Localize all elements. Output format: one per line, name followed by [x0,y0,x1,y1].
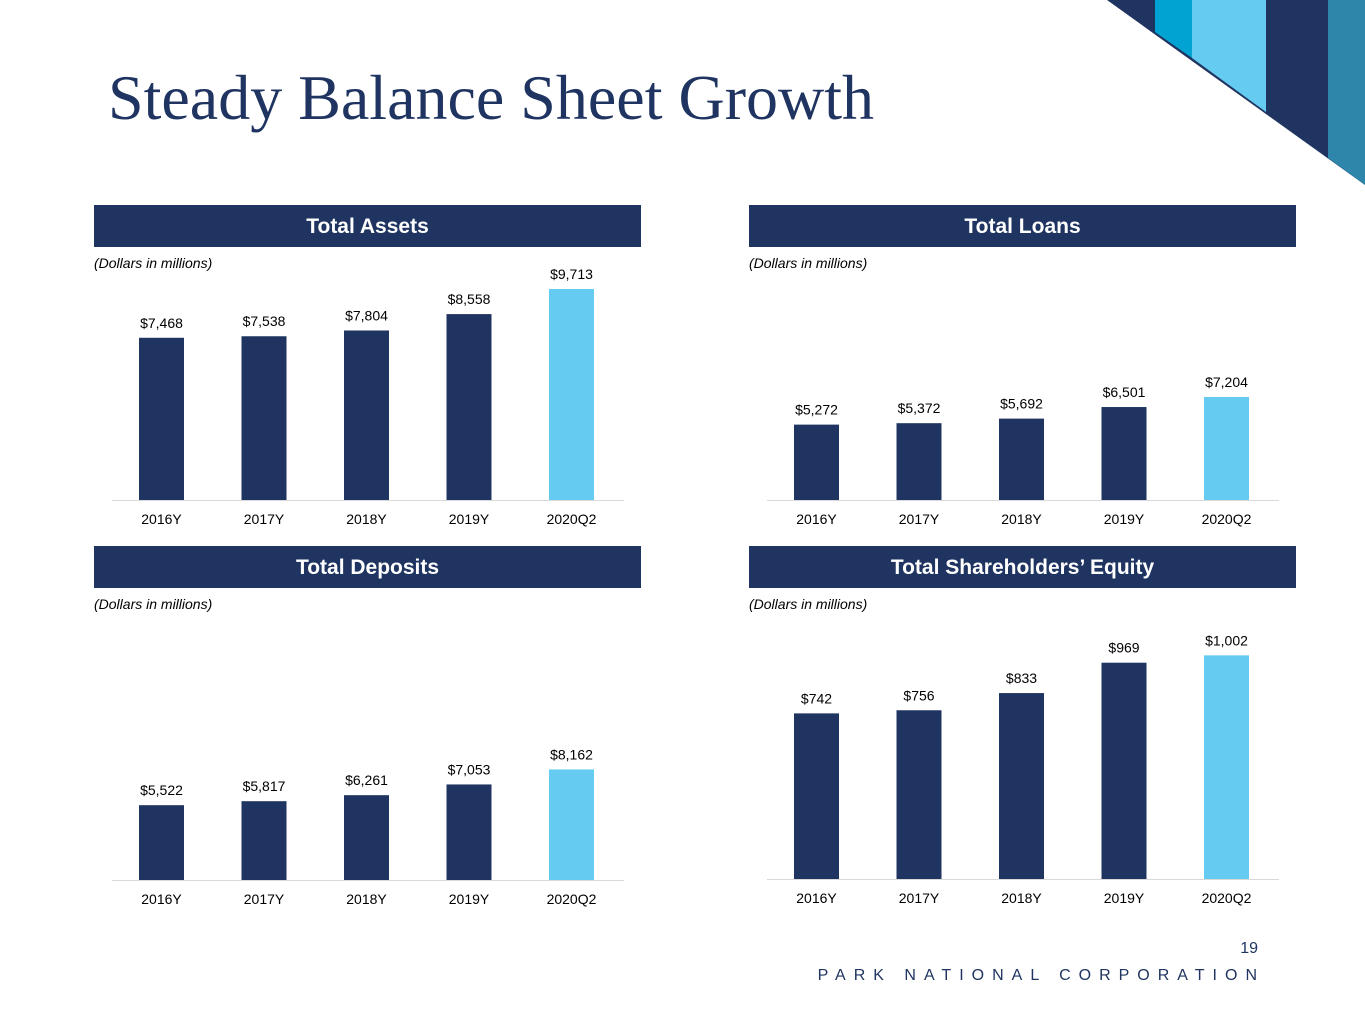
tick-label: 2018Y [346,891,387,907]
company-name: PARK NATIONAL CORPORATION [817,967,1265,984]
data-label: $742 [801,690,832,706]
bar-2019y [446,784,492,880]
data-label: $9,713 [550,266,593,282]
tick-label: 2016Y [796,890,837,906]
data-label: $7,204 [1205,374,1248,390]
tick-label: 2017Y [899,890,940,906]
page-title: Steady Balance Sheet Growth [108,62,874,133]
data-label: $6,501 [1103,384,1146,400]
bar-2016y [794,713,839,879]
data-label: $5,522 [140,782,183,798]
data-label: $8,558 [448,291,491,307]
data-label: $5,692 [1000,396,1043,412]
bar-2018y [344,795,389,880]
bar-2020q2 [549,289,594,500]
bar-2019y [1101,662,1147,879]
corner-stripe-cyan [1155,0,1192,58]
data-label: $7,053 [448,761,491,777]
data-label: $5,372 [898,400,941,416]
bar-2017y [896,710,942,879]
tick-label: 2018Y [1001,890,1042,906]
bar-2020q2 [549,769,594,880]
panel-subtitle: (Dollars in millions) [94,255,213,271]
data-label: $7,538 [243,313,286,329]
corner-stripe-teal [1328,0,1365,185]
corner-stripe-navy [1107,0,1365,185]
total-assets-chart: $7,468 2016Y $7,538 2017Y $7,804 2018Y $8,558 2… [112,266,624,527]
panel-subtitle: (Dollars in millions) [94,596,213,612]
bar-2017y [896,423,942,500]
bar-2016y [794,424,839,500]
bar-2018y [999,418,1044,500]
total-loans-chart: $5,272 2016Y $5,372 2017Y $5,692 2018Y $6,501 2… [767,374,1279,527]
tick-label: 2017Y [899,511,940,527]
tick-label: 2019Y [1104,511,1145,527]
bar-2016y [139,337,184,500]
tick-label: 2016Y [796,511,837,527]
bar-2017y [241,801,287,880]
data-label: $969 [1108,640,1139,656]
data-label: $7,804 [345,307,388,323]
corner-stripes-decoration [1107,0,1365,185]
tick-label: 2018Y [346,511,387,527]
panel-header: Total Deposits [94,546,641,588]
tick-label: 2017Y [244,511,285,527]
data-label: $833 [1006,670,1037,686]
panel-total-deposits: Total Deposits (Dollars in millions) $5,… [94,546,641,916]
data-label: $756 [903,687,934,703]
bar-2020q2 [1204,655,1249,879]
tick-label: 2020Q2 [1202,890,1252,906]
bar-2020q2 [1204,396,1249,500]
total-deposits-chart: $5,522 2016Y $5,817 2017Y $6,261 2018Y $7,053 2… [112,746,624,907]
data-label: $5,817 [243,778,286,794]
bar-2019y [1101,407,1147,500]
data-label: $6,261 [345,772,388,788]
panel-header: Total Assets [94,205,641,247]
tick-label: 2016Y [141,891,182,907]
bar-2016y [139,805,184,880]
panel-header: Total Shareholders’ Equity [749,546,1296,588]
data-label: $8,162 [550,746,593,762]
tick-label: 2019Y [1104,890,1145,906]
data-label: $5,272 [795,402,838,418]
tick-label: 2016Y [141,511,182,527]
bar-2019y [446,314,492,500]
total-equity-chart: $742 2016Y $756 2017Y $833 2018Y $969 2019Y $1,0… [767,632,1279,906]
panel-header: Total Loans [749,205,1296,247]
panel-total-loans: Total Loans (Dollars in millions) $5,272… [749,205,1296,575]
tick-label: 2017Y [244,891,285,907]
panel-subtitle: (Dollars in millions) [749,255,868,271]
bar-2017y [241,336,287,500]
panel-subtitle: (Dollars in millions) [749,596,868,612]
tick-label: 2018Y [1001,511,1042,527]
tick-label: 2019Y [449,891,490,907]
panel-total-equity: Total Shareholders’ Equity (Dollars in m… [749,546,1296,916]
corner-stripe-lightblue [1192,0,1266,112]
tick-label: 2020Q2 [1202,511,1252,527]
bar-2018y [344,330,389,500]
bar-2018y [999,693,1044,879]
data-label: $1,002 [1205,632,1248,648]
panel-total-assets: Total Assets (Dollars in millions) $7,46… [94,205,641,575]
tick-label: 2020Q2 [547,891,597,907]
data-label: $7,468 [140,315,183,331]
tick-label: 2019Y [449,511,490,527]
page-number: 19 [1240,940,1258,957]
tick-label: 2020Q2 [547,511,597,527]
